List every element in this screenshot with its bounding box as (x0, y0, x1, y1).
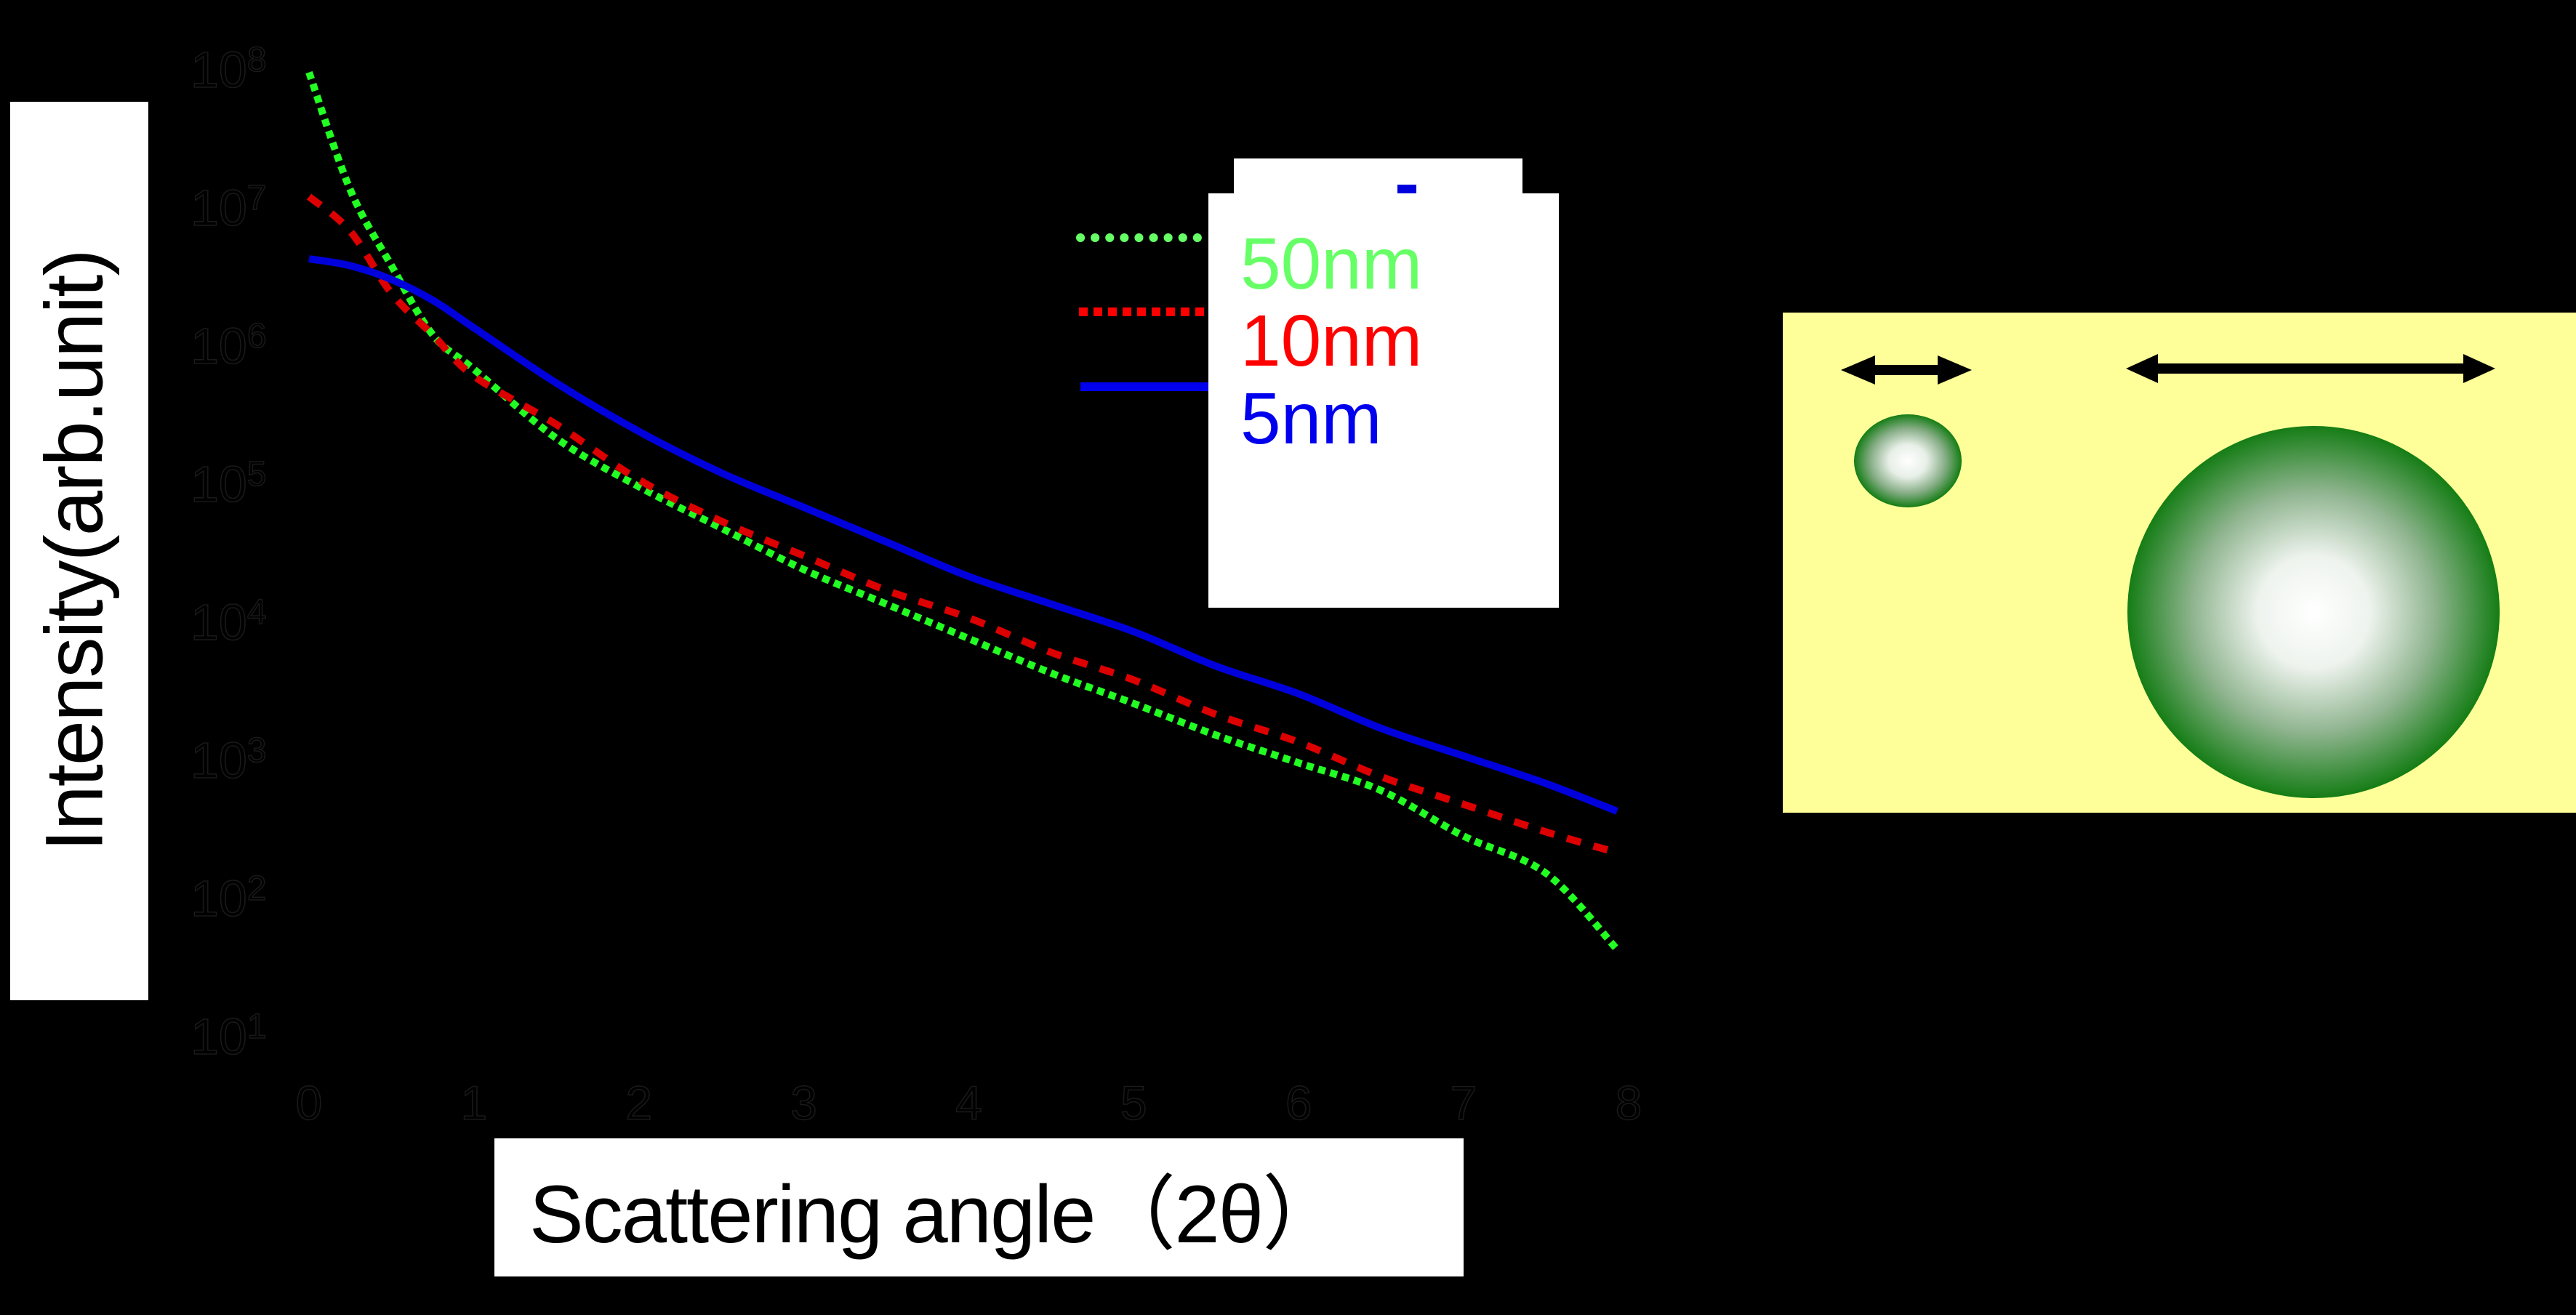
x-tick-label: 5 (1120, 1076, 1147, 1130)
particle-size-diagram (1783, 313, 2576, 813)
large-particle (2127, 426, 2500, 798)
curve-5nm (308, 255, 1618, 815)
legend-swatches (1076, 233, 1211, 391)
curve-50nm (305, 71, 1620, 952)
x-axis-label-box: Scattering angle（2θ） (494, 1138, 1464, 1276)
x-tick-labels: 0 1 2 3 4 5 6 7 8 (295, 1075, 1642, 1130)
double-arrow-icon (1841, 355, 1972, 385)
y-tick-label: 103 (190, 731, 267, 789)
legend-label-10nm: 10nm (1240, 300, 1423, 382)
y-tick-label: 108 (190, 41, 267, 98)
x-tick-label: 4 (955, 1076, 982, 1130)
x-tick-label: 7 (1450, 1076, 1477, 1130)
y-tick-label: 104 (190, 593, 267, 651)
x-tick-label: 1 (461, 1076, 488, 1130)
y-tick-label: 107 (190, 179, 267, 236)
x-axis-label: Scattering angle（2θ） (529, 1169, 1344, 1260)
x-tick-label: 3 (790, 1076, 817, 1130)
y-tick-labels: 108 107 106 105 104 103 102 101 (190, 40, 267, 1066)
x-tick-label: 2 (625, 1076, 652, 1130)
curves (305, 71, 1620, 952)
legend-overflow-stem (1397, 185, 1402, 195)
x-tick-label: 6 (1285, 1076, 1312, 1130)
double-arrow-icon (2126, 354, 2495, 383)
legend: 50nm 10nm 5nm (1208, 193, 1559, 608)
legend-overflow-mark (1397, 185, 1416, 193)
y-axis-label-box (10, 102, 148, 1000)
legend-label-50nm: 50nm (1240, 223, 1423, 305)
y-tick-label: 101 (190, 1008, 267, 1065)
x-tick-label: 8 (1616, 1076, 1642, 1130)
curve-10nm (306, 193, 1618, 856)
y-tick-label: 102 (190, 869, 267, 927)
y-axis-label: Intensity(arb.unit) (28, 250, 120, 852)
y-tick-label: 106 (190, 317, 267, 374)
legend-label-5nm: 5nm (1240, 378, 1382, 459)
x-tick-label: 0 (296, 1076, 323, 1130)
small-particle (1854, 414, 1962, 507)
y-tick-label: 105 (190, 455, 267, 512)
